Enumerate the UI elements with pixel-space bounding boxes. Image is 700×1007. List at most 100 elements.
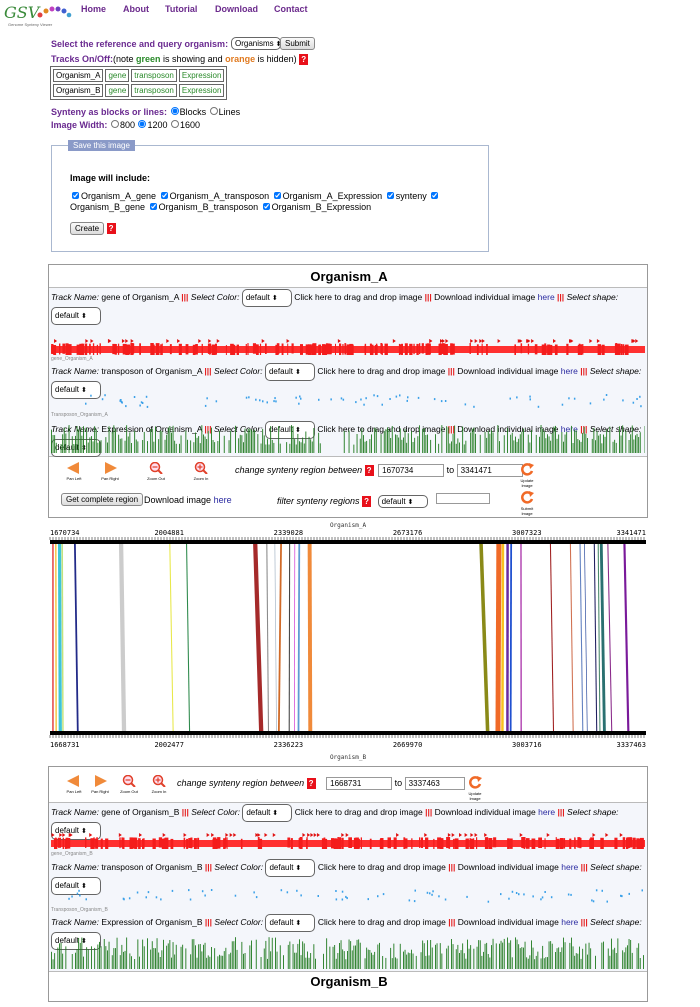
track-toggle-b-gene[interactable]: gene xyxy=(105,84,130,97)
include-a-expression-checkbox[interactable] xyxy=(273,192,281,199)
get-complete-region-button[interactable]: Get complete region xyxy=(61,493,144,506)
expression-bar xyxy=(627,945,628,969)
expression-bar xyxy=(407,433,409,453)
gene-feature xyxy=(95,838,99,849)
gene-feature xyxy=(96,344,98,355)
track-toggle-b-transposon[interactable]: transposon xyxy=(131,84,177,97)
download-here-link[interactable]: here xyxy=(560,366,578,376)
drag-link[interactable]: Click here to drag and drop image xyxy=(317,917,446,927)
download-here-link[interactable]: here xyxy=(560,424,578,434)
drag-link[interactable]: Click here to drag and drop image xyxy=(317,366,446,376)
synteny-bottom-title: Organism_B xyxy=(330,754,367,761)
include-a-gene-checkbox[interactable] xyxy=(72,192,79,199)
color-select[interactable]: default xyxy=(264,363,315,381)
create-button[interactable]: Create xyxy=(70,222,105,235)
help-icon[interactable]: ? xyxy=(306,778,316,789)
color-select[interactable]: default xyxy=(265,859,316,877)
pan-left-button[interactable]: Pan Left xyxy=(63,462,85,481)
expression-bar xyxy=(372,954,374,969)
lines-label: Lines xyxy=(218,107,241,117)
region-end-input[interactable]: 3337463 xyxy=(404,777,465,790)
gene-feature xyxy=(324,838,328,850)
gene-strand-marker xyxy=(458,833,462,837)
filter-input[interactable] xyxy=(436,493,491,504)
zoom-in-button[interactable]: Zoom In xyxy=(189,461,213,481)
gene-feature xyxy=(622,344,625,356)
shape-select[interactable]: default xyxy=(51,307,101,325)
expression-bar xyxy=(427,940,428,969)
width-800-radio[interactable] xyxy=(110,120,119,128)
width-1600-radio[interactable] xyxy=(171,120,180,128)
help-icon[interactable]: ? xyxy=(364,465,374,476)
color-select[interactable]: default xyxy=(265,914,316,932)
color-select[interactable]: default xyxy=(242,804,293,822)
width-1200-radio[interactable] xyxy=(138,120,147,128)
drag-link[interactable]: Click here to drag and drop image xyxy=(317,862,446,872)
region-start-input[interactable]: 1668731 xyxy=(326,777,393,790)
track-toggle-b-expression[interactable]: Expression xyxy=(178,84,225,97)
include-b-gene-checkbox-start[interactable] xyxy=(431,192,439,199)
shape-select[interactable]: default xyxy=(51,877,101,895)
submit-button[interactable]: Submit xyxy=(280,37,315,50)
transposon-feature xyxy=(275,400,277,403)
organism-select[interactable]: Organisms xyxy=(231,37,281,50)
track-toggle-a-gene[interactable]: gene xyxy=(105,69,130,82)
help-icon[interactable]: ? xyxy=(299,54,309,65)
zoom-out-button[interactable]: Zoom Out xyxy=(117,774,141,794)
expression-bar xyxy=(465,440,467,453)
gene-feature xyxy=(626,838,628,852)
lines-radio[interactable] xyxy=(209,107,218,115)
include-synteny-checkbox[interactable] xyxy=(386,192,394,199)
expression-bar xyxy=(486,437,488,453)
update-image-button[interactable]: Update Image xyxy=(516,462,538,488)
transposon-feature xyxy=(518,893,520,896)
nav-download[interactable]: Download xyxy=(215,4,258,14)
pan-left-button[interactable]: Pan Left xyxy=(63,775,85,794)
logo[interactable]: GSV Genome Synteny Viewer xyxy=(2,3,77,29)
pan-right-button[interactable]: Pan Right xyxy=(99,462,121,481)
expression-bar xyxy=(462,426,464,453)
download-image-link[interactable]: here xyxy=(213,495,232,505)
include-b-transposon-checkbox[interactable] xyxy=(149,203,157,210)
expression-bar xyxy=(307,951,308,969)
drag-link[interactable]: Click here to drag and drop image xyxy=(294,292,423,302)
color-select[interactable]: default xyxy=(264,421,315,439)
expression-bar xyxy=(609,955,611,969)
zoom-in-button[interactable]: Zoom In xyxy=(147,774,171,794)
nav-home[interactable]: Home xyxy=(81,4,107,14)
drag-link[interactable]: Click here to drag and drop image xyxy=(317,424,446,434)
region-start-input[interactable]: 1670734 xyxy=(378,464,445,477)
submit-image-button[interactable]: Submit Image xyxy=(516,490,538,516)
shape-select[interactable]: default xyxy=(51,932,101,950)
drag-link[interactable]: Click here to drag and drop image xyxy=(294,807,423,817)
gene-feature xyxy=(122,343,127,355)
include-b-expression-checkbox[interactable] xyxy=(262,203,270,210)
pan-right-button[interactable]: Pan Right xyxy=(89,775,111,794)
expression-bar xyxy=(559,952,561,969)
zoom-out-button[interactable]: Zoom Out xyxy=(144,461,168,481)
download-here-link[interactable]: here xyxy=(561,862,579,872)
nav-contact[interactable]: Contact xyxy=(274,4,308,14)
filter-select[interactable]: default xyxy=(377,495,428,508)
nav-about[interactable]: About xyxy=(123,4,149,14)
track-toggle-a-transposon[interactable]: transposon xyxy=(131,69,177,82)
blocks-radio[interactable] xyxy=(170,107,179,115)
include-a-transposon-checkbox[interactable] xyxy=(160,192,168,199)
download-here-link[interactable]: here xyxy=(538,807,556,817)
nav-tutorial[interactable]: Tutorial xyxy=(165,4,198,14)
track-toggle-a-expression[interactable]: Expression xyxy=(178,69,225,82)
region-end-input[interactable]: 3341471 xyxy=(456,464,523,477)
expression-bar xyxy=(78,429,80,453)
update-image-button[interactable]: Update Image xyxy=(464,775,486,801)
color-select[interactable]: default xyxy=(241,289,292,307)
shape-select[interactable]: default xyxy=(51,381,101,399)
help-icon[interactable]: ? xyxy=(106,223,116,234)
download-here-link[interactable]: here xyxy=(537,292,555,302)
include-items-line2: Organism_B_gene Organism_B_transposon Or… xyxy=(70,202,371,212)
expression-bar xyxy=(185,430,187,453)
gene-feature xyxy=(337,837,339,850)
help-icon[interactable]: ? xyxy=(362,496,372,507)
expression-bar xyxy=(575,430,577,453)
download-here-link[interactable]: here xyxy=(561,917,579,927)
expression-bar xyxy=(603,434,604,453)
